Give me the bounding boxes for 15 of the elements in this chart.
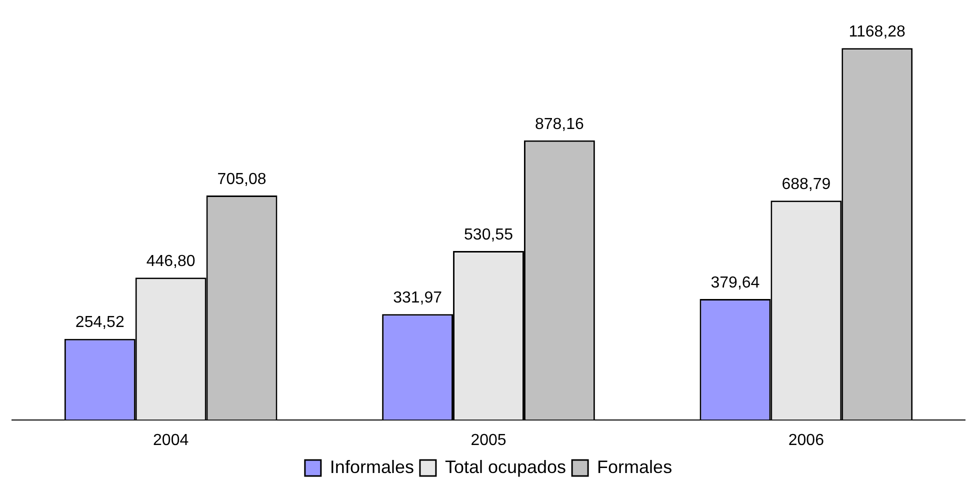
legend-label: Total ocupados xyxy=(444,456,566,477)
data-label: 446,80 xyxy=(146,253,196,270)
x-tick-label: 2004 xyxy=(153,432,189,449)
data-label: 530,55 xyxy=(464,226,514,244)
data-label: 878,16 xyxy=(534,116,584,133)
x-tick-label: 2005 xyxy=(470,432,506,449)
data-label: 1168,28 xyxy=(848,24,906,40)
data-label: 331,97 xyxy=(393,290,442,307)
legend-label: Formales xyxy=(597,456,672,477)
x-tick-label: 2006 xyxy=(788,432,824,449)
data-label: 688,79 xyxy=(782,176,831,194)
data-label: 705,08 xyxy=(217,170,266,188)
legend-label: Informales xyxy=(330,456,414,477)
data-label: 254,52 xyxy=(75,314,124,332)
data-label: 379,64 xyxy=(710,274,760,292)
